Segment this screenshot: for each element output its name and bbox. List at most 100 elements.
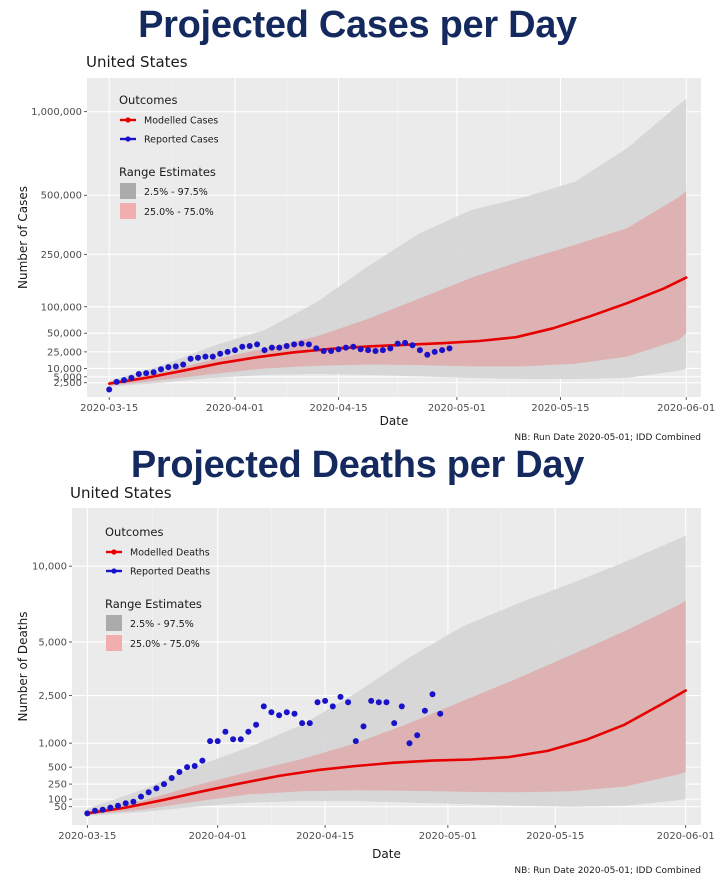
x-tick-label: 2020-06-01: [657, 831, 715, 842]
reported-point: [313, 345, 320, 352]
reported-point: [291, 341, 298, 348]
y-tick-label: 10,000: [32, 562, 67, 573]
reported-point: [209, 353, 216, 360]
reported-point: [429, 691, 436, 698]
reported-point: [230, 736, 237, 743]
legend-reported-label: Reported Cases: [144, 135, 219, 146]
reported-point: [276, 344, 283, 351]
legend-reported-label: Reported Deaths: [130, 567, 210, 578]
legend-range-title: Range Estimates: [119, 165, 216, 179]
reported-point: [345, 699, 352, 706]
reported-point: [161, 781, 167, 788]
y-tick-label: 10,000: [47, 364, 82, 375]
reported-point: [128, 374, 135, 381]
reported-point: [122, 800, 129, 807]
x-axis-title: Date: [380, 414, 409, 428]
reported-point: [184, 764, 191, 771]
reported-point: [246, 343, 253, 349]
reported-point: [387, 345, 394, 352]
reported-point: [115, 802, 121, 809]
x-tick-label: 2020-06-01: [657, 403, 715, 414]
y-tick-label: 5,000: [53, 372, 82, 383]
legend-modelled-key-dot: [111, 549, 117, 555]
y-tick-label: 1,000: [38, 739, 67, 750]
y-axis-title: Number of Deaths: [16, 612, 30, 722]
reported-point: [360, 723, 367, 730]
reported-point: [291, 710, 298, 717]
reported-point: [439, 347, 446, 354]
reported-point: [245, 728, 252, 735]
x-tick-label: 2020-04-01: [189, 831, 247, 842]
x-tick-label: 2020-04-15: [296, 831, 354, 842]
reported-point: [222, 728, 229, 735]
y-tick-label: 100: [48, 795, 67, 806]
reported-point: [306, 720, 313, 727]
legend-modelled-key-dot: [125, 117, 131, 123]
reported-point: [350, 343, 357, 350]
reported-point: [260, 703, 267, 710]
y-tick-label: 250: [48, 780, 67, 791]
y-tick-label: 100,000: [41, 302, 82, 313]
x-tick-label: 2020-04-01: [206, 403, 264, 414]
y-tick-label: 500,000: [41, 191, 82, 202]
reported-point: [138, 793, 144, 800]
reported-point: [176, 769, 183, 775]
x-axis-title: Date: [372, 847, 401, 861]
reported-point: [168, 775, 175, 781]
reported-point: [342, 344, 349, 351]
reported-point: [337, 693, 344, 700]
reported-point: [416, 347, 423, 354]
reported-point: [372, 348, 379, 354]
reported-point: [191, 763, 198, 769]
reported-point: [99, 806, 106, 813]
reported-point: [232, 347, 238, 354]
reported-point: [414, 732, 421, 739]
reported-point: [107, 804, 114, 811]
y-tick-label: 2,500: [38, 691, 67, 702]
reported-point: [113, 378, 120, 385]
run-date-note: NB: Run Date 2020-05-01; IDD Combined: [514, 866, 701, 876]
legend-range-50-label: 25.0% - 75.0%: [130, 639, 200, 650]
reported-point: [199, 757, 206, 764]
reported-point: [268, 709, 275, 716]
legend-range-title: Range Estimates: [105, 597, 202, 611]
reported-point: [328, 348, 335, 354]
x-tick-label: 2020-03-15: [58, 831, 116, 842]
reported-point: [379, 347, 386, 354]
reported-point: [150, 369, 157, 376]
reported-point: [335, 346, 342, 353]
reported-point: [299, 720, 306, 727]
reported-point: [283, 709, 290, 716]
reported-point: [421, 707, 428, 714]
reported-point: [394, 340, 401, 347]
reported-point: [402, 339, 409, 346]
reported-point: [106, 386, 113, 393]
reported-point: [217, 350, 224, 357]
reported-point: [207, 738, 214, 745]
reported-point: [180, 361, 187, 368]
reported-point: [329, 703, 336, 710]
reported-point: [446, 345, 453, 352]
reported-point: [135, 371, 142, 377]
reported-point: [121, 377, 127, 384]
reported-point: [314, 699, 321, 706]
reported-point: [424, 351, 431, 358]
legend-outcomes-title: Outcomes: [119, 93, 177, 107]
legend-range-95-key: [120, 183, 136, 199]
reported-point: [276, 712, 283, 719]
reported-point: [383, 699, 390, 706]
reported-point: [195, 354, 201, 361]
reported-point: [158, 366, 164, 373]
reported-point: [437, 710, 444, 717]
y-tick-label: 25,000: [47, 347, 82, 358]
reported-point: [224, 348, 231, 355]
legend-range-95-label: 2.5% - 97.5%: [144, 187, 208, 198]
y-tick-label: 1,000,000: [31, 107, 82, 118]
reported-point: [320, 348, 327, 354]
reported-point: [153, 785, 160, 792]
reported-point: [261, 347, 268, 354]
chart-subtitle: United States: [70, 484, 172, 502]
y-tick-label: 500: [48, 763, 67, 774]
reported-point: [398, 703, 405, 710]
